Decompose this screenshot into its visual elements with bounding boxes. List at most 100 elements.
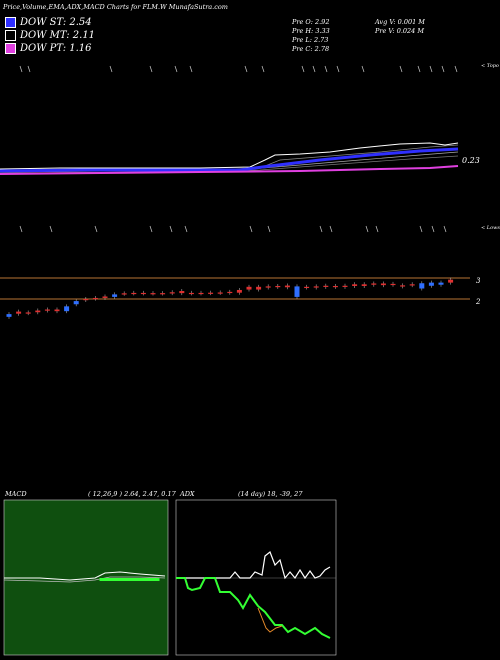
- legend-dow-st: DOW ST: 2.54: [5, 17, 92, 28]
- top-tick: [441, 65, 445, 73]
- chart-title: Price,Volume,EMA,ADX,MACD Charts for FLM…: [3, 3, 228, 11]
- candle-body: [284, 285, 290, 288]
- low-tick: [329, 225, 333, 233]
- low-signal-ticks: [19, 225, 447, 233]
- adx-minus-di: [176, 577, 331, 639]
- candle-body: [236, 289, 242, 293]
- candle-body: [246, 286, 252, 290]
- top-tick: [324, 65, 328, 73]
- legend-dow-mt: DOW MT: 2.11: [5, 30, 95, 41]
- low-tick: [431, 225, 435, 233]
- candle-body: [208, 292, 214, 294]
- top-tick: [109, 65, 113, 73]
- macd-label: MACD: [5, 490, 27, 498]
- top-tick: [261, 65, 265, 73]
- low-tick: [365, 225, 369, 233]
- legend-dow-pt: DOW PT: 1.16: [5, 43, 92, 54]
- candle-body: [54, 309, 60, 312]
- candle-body: [150, 293, 156, 295]
- price-level-2: 2: [476, 298, 481, 306]
- candle-body: [380, 283, 386, 286]
- macd-histogram: [99, 578, 160, 581]
- adx-values: (14 day) 18, -39, 27: [238, 490, 303, 498]
- candle-body: [92, 297, 98, 300]
- macd-line-white: [4, 571, 166, 581]
- top-tick: [417, 65, 421, 73]
- legend-label-pt: DOW PT: 1.16: [20, 43, 92, 54]
- top-tick: [244, 65, 248, 73]
- candle-body: [294, 286, 300, 297]
- candle-body: [140, 292, 146, 295]
- low-tick: [249, 225, 253, 233]
- candle-body: [131, 292, 137, 295]
- low-tick: [443, 225, 447, 233]
- ema-line-magenta: [0, 165, 459, 175]
- ema-line-white: [0, 142, 459, 170]
- stat-high: Pre H: 3.33: [292, 27, 330, 35]
- candle-body: [35, 310, 41, 313]
- low-tick: [169, 225, 173, 233]
- legend-label-mt: DOW MT: 2.11: [20, 30, 96, 41]
- candle-body: [198, 292, 204, 295]
- stat-close: Pre C: 2.78: [292, 45, 330, 53]
- candle-body: [179, 291, 185, 294]
- stat-open: Pre O: 2.92: [292, 18, 330, 26]
- candle-body: [419, 283, 425, 289]
- candle-body: [102, 296, 108, 298]
- candle-body: [438, 282, 444, 285]
- legend-label-st: DOW ST: 2.54: [20, 17, 92, 28]
- ema-line-blue: [0, 147, 459, 173]
- top-tick: [19, 65, 23, 73]
- candle-body: [265, 286, 271, 288]
- candle-body: [73, 301, 79, 305]
- candle-body: [352, 284, 358, 286]
- low-tick: [319, 225, 323, 233]
- top-tick: [336, 65, 340, 73]
- ema-band: [0, 142, 459, 175]
- candle-body: [448, 279, 454, 283]
- legend-swatch-pt: [5, 43, 16, 54]
- candle-body: [313, 286, 319, 288]
- lows-label: < Lows: [481, 225, 500, 231]
- candle-body: [371, 283, 377, 285]
- top-tick: [189, 65, 193, 73]
- ema-value-label: 0.23: [462, 156, 480, 165]
- candle-body: [409, 284, 415, 286]
- candle-body: [64, 306, 70, 312]
- top-tick: [149, 65, 153, 73]
- low-tick: [375, 225, 379, 233]
- top-tick: [301, 65, 305, 73]
- candle-body: [83, 299, 89, 301]
- low-tick: [94, 225, 98, 233]
- top-signal-ticks: [19, 65, 458, 73]
- candle-body: [217, 292, 223, 294]
- top-tick: [399, 65, 403, 73]
- low-tick: [267, 225, 271, 233]
- low-tick: [149, 225, 153, 233]
- top-tick: [361, 65, 365, 73]
- price-level-3: 3: [476, 277, 481, 285]
- candle-body: [160, 293, 166, 295]
- low-tick: [19, 225, 23, 233]
- top-tick: [27, 65, 31, 73]
- candle-body: [6, 314, 12, 317]
- adx-label: ADX: [180, 490, 195, 498]
- top-tick: [312, 65, 316, 73]
- low-tick: [184, 225, 188, 233]
- topo-label: < Topo: [481, 63, 499, 69]
- candle-body: [323, 285, 329, 287]
- macd-values: ( 12,26,9 ) 2.64, 2.47, 0.17: [88, 490, 176, 498]
- candle-body: [400, 285, 406, 287]
- stat-low: Pre L: 2.73: [292, 36, 329, 44]
- candle-body: [44, 309, 50, 311]
- legend-swatch-st: [5, 17, 16, 28]
- candle-body: [256, 286, 262, 290]
- candle-body: [188, 292, 194, 295]
- legend-swatch-mt: [5, 30, 16, 41]
- top-tick: [454, 65, 458, 73]
- candle-body: [332, 285, 338, 288]
- adx-plus-di: [176, 551, 331, 580]
- low-tick: [419, 225, 423, 233]
- stat-pre-vol: Pre V: 0.024 M: [375, 27, 425, 35]
